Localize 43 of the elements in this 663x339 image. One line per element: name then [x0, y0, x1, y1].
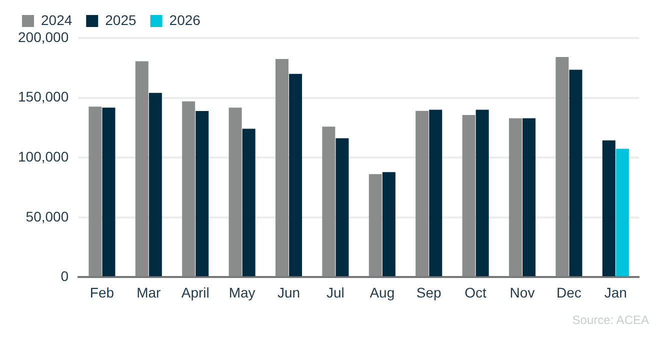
legend-label: 2026 [169, 12, 201, 28]
bar [228, 108, 242, 276]
bar [102, 108, 116, 276]
x-tick-label: April [181, 284, 210, 300]
x-tick-label: Oct [464, 284, 487, 300]
bar [382, 172, 396, 276]
bar [322, 126, 336, 276]
bar [508, 118, 522, 276]
bar [556, 57, 569, 276]
bar [522, 118, 536, 276]
y-tick-label: 200,000 [18, 28, 69, 45]
y-tick-label: 100,000 [18, 148, 69, 164]
bar [416, 110, 429, 276]
bar [289, 74, 302, 276]
y-tick-label: 0 [60, 268, 69, 284]
bar [242, 128, 256, 276]
bar [462, 115, 476, 276]
legend-label: 2025 [105, 12, 137, 28]
bar [336, 138, 349, 276]
bar [368, 174, 382, 276]
bar [135, 61, 148, 276]
bar [569, 70, 582, 276]
x-tick-label: Aug [370, 284, 395, 300]
bar [429, 110, 442, 276]
x-tick-label: Mar [136, 284, 162, 300]
x-tick-label: Feb [90, 284, 114, 300]
bar [196, 110, 209, 276]
x-tick-label: Sep [416, 284, 442, 300]
legend-label: 2024 [41, 12, 72, 28]
bar [476, 110, 489, 276]
x-tick-label: Jun [277, 284, 300, 300]
bar [88, 106, 102, 276]
y-tick-label: 50,000 [26, 208, 69, 224]
bar [182, 101, 196, 276]
x-tick-label: Dec [556, 284, 582, 300]
x-tick-label: May [228, 284, 256, 300]
y-tick-label: 150,000 [18, 88, 69, 105]
bar [616, 148, 629, 276]
x-tick-label: Jul [326, 284, 344, 300]
x-tick-label: Nov [510, 284, 535, 300]
bar [275, 59, 288, 276]
bar [148, 92, 162, 276]
x-tick-label: Jan [604, 284, 627, 300]
